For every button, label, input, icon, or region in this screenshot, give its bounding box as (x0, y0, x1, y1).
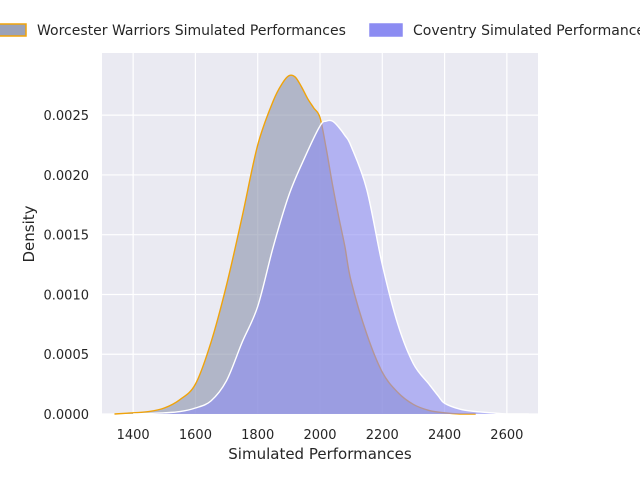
y-tick-label: 0.0010 (44, 288, 90, 303)
x-tick-label: 1600 (179, 428, 212, 443)
legend-swatch-coventry (369, 23, 403, 37)
x-axis-label: Simulated Performances (228, 445, 412, 463)
y-tick-label: 0.0000 (44, 408, 90, 423)
density-areas (114, 74, 529, 415)
y-tick-label: 0.0020 (44, 169, 90, 184)
density-area-coventry (133, 120, 529, 415)
legend: Worcester Warriors Simulated Performance… (0, 23, 640, 39)
y-axis-label: Density (20, 205, 38, 262)
density-line-coventry (133, 119, 529, 415)
x-tick-label: 2000 (303, 428, 336, 443)
x-tick-label: 1800 (241, 428, 274, 443)
y-axis-ticks: 0.0000 0.0005 0.0010 0.0015 0.0020 0.0025 (44, 109, 90, 423)
x-tick-label: 1400 (117, 428, 150, 443)
legend-label-coventry: Coventry Simulated Performances (413, 23, 640, 39)
x-tick-label: 2400 (428, 428, 461, 443)
x-tick-label: 2200 (366, 428, 399, 443)
y-tick-label: 0.0025 (44, 109, 90, 124)
x-axis-ticks: 1400 1600 1800 2000 2200 2400 2600 (117, 428, 524, 443)
y-tick-label: 0.0015 (44, 229, 90, 244)
legend-swatch-worcester (0, 23, 27, 37)
legend-label-worcester: Worcester Warriors Simulated Performance… (37, 23, 346, 39)
y-tick-label: 0.0005 (44, 348, 90, 363)
x-tick-label: 2600 (490, 428, 523, 443)
